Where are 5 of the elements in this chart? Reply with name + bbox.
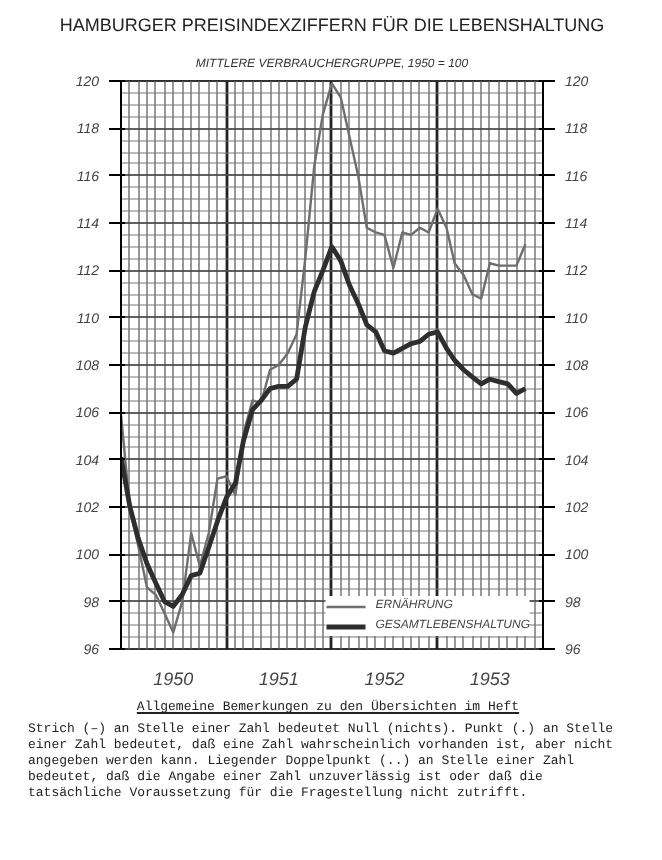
x-tick-label: 1953 — [469, 669, 510, 689]
x-tick-label: 1952 — [364, 669, 405, 689]
x-tick-label: 1950 — [153, 669, 194, 689]
chart-title: HAMBURGER PREISINDEXZIFFERN FÜR DIE LEBENSHALTUNG — [59, 15, 605, 35]
x-tick-label: 1951 — [258, 669, 299, 689]
